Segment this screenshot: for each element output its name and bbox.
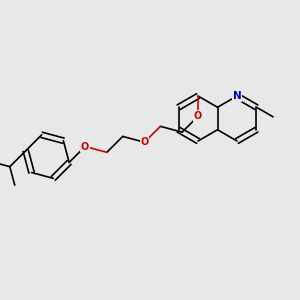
Text: O: O (194, 111, 202, 121)
Text: O: O (140, 137, 148, 147)
Text: O: O (81, 142, 89, 152)
Text: N: N (232, 91, 242, 101)
